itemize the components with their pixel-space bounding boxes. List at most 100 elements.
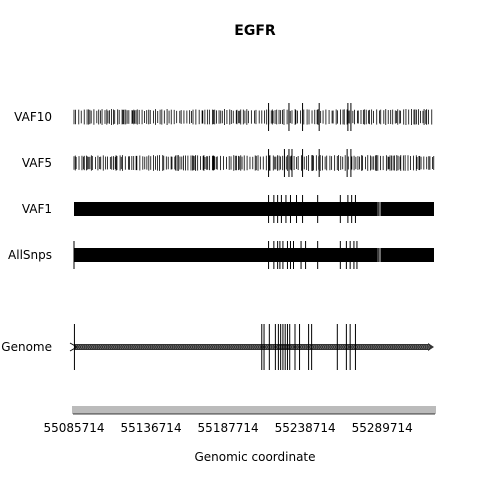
strand-chevron: [128, 344, 131, 350]
strand-chevron: [146, 344, 149, 350]
strand-chevron: [174, 344, 177, 350]
strand-chevron: [190, 344, 193, 350]
chart-title: EGFR: [234, 23, 276, 39]
strand-chevron: [408, 344, 410, 350]
strand-chevron: [383, 344, 386, 350]
strand-chevron: [410, 344, 413, 350]
strand-chevron: [423, 344, 426, 350]
strand-chevron: [161, 344, 164, 350]
strand-chevron: [337, 344, 340, 350]
strand-chevron: [188, 344, 190, 350]
strand-chevron: [267, 344, 270, 350]
strand-chevron: [425, 344, 428, 350]
strand-chevron: [155, 344, 157, 350]
strand-chevron: [104, 344, 107, 350]
track-allsnps: AllSnps: [8, 241, 434, 269]
x-tick-label: 55085714: [43, 421, 104, 435]
strand-chevron: [412, 344, 415, 350]
strand-chevron: [144, 344, 146, 350]
x-axis-label: Genomic coordinate: [194, 450, 315, 464]
strand-chevron: [269, 344, 272, 350]
strand-chevron: [218, 344, 221, 350]
gene-body: [74, 344, 430, 350]
strand-chevron: [370, 344, 373, 350]
strand-chevron: [390, 344, 393, 350]
genome-track: Genome: [1, 324, 434, 370]
strand-chevron: [401, 344, 404, 350]
strand-chevron: [214, 344, 217, 350]
gene-start-arrow: [69, 342, 79, 352]
gene-end-arrow: [428, 343, 434, 351]
strand-chevron: [247, 344, 250, 350]
strand-chevron: [139, 344, 142, 350]
track-vaf1: VAF1: [22, 195, 434, 223]
dense-variant-block: [74, 248, 434, 262]
strand-chevron: [210, 344, 212, 350]
strand-chevron: [207, 344, 210, 350]
strand-chevron: [102, 344, 105, 350]
strand-chevron: [159, 344, 162, 350]
strand-chevron: [221, 344, 223, 350]
strand-chevron: [375, 344, 377, 350]
strand-chevron: [93, 344, 96, 350]
strand-chevron: [353, 344, 355, 350]
strand-chevron: [223, 344, 226, 350]
strand-chevron: [113, 344, 116, 350]
strand-chevron: [368, 344, 371, 350]
strand-chevron: [427, 344, 430, 350]
strand-chevron: [203, 344, 206, 350]
strand-chevron: [89, 344, 91, 350]
strand-chevron: [243, 344, 245, 350]
strand-chevron: [168, 344, 171, 350]
strand-chevron: [166, 344, 168, 350]
strand-chevron: [392, 344, 395, 350]
strand-chevron: [271, 344, 274, 350]
strand-chevron: [148, 344, 151, 350]
strand-chevron: [78, 344, 80, 350]
strand-chevron: [397, 344, 399, 350]
strand-chevron: [86, 344, 89, 350]
strand-chevron: [181, 344, 184, 350]
strand-chevron: [115, 344, 118, 350]
strand-chevron: [346, 344, 349, 350]
strand-chevron: [405, 344, 408, 350]
strand-chevron: [111, 344, 113, 350]
strand-chevron: [414, 344, 417, 350]
strand-chevron: [342, 344, 344, 350]
strand-chevron: [419, 344, 421, 350]
strand-chevron: [359, 344, 362, 350]
strand-chevron: [91, 344, 94, 350]
strand-chevron: [333, 344, 336, 350]
strand-chevron: [350, 344, 353, 350]
strand-chevron: [256, 344, 259, 350]
strand-chevron: [75, 344, 78, 350]
strand-chevron: [386, 344, 388, 350]
strand-chevron: [122, 344, 124, 350]
strand-chevron: [238, 344, 241, 350]
strand-chevron: [152, 344, 155, 350]
strand-chevron: [388, 344, 391, 350]
strand-chevron: [240, 344, 243, 350]
track-vaf10: VAF10: [14, 103, 433, 131]
strand-chevron: [124, 344, 127, 350]
x-axis: 55085714 55136714 55187714 55238714 55289714: [43, 406, 436, 435]
strand-chevron: [399, 344, 402, 350]
strand-chevron: [157, 344, 160, 350]
strand-chevron: [403, 344, 406, 350]
strand-chevron: [320, 344, 322, 350]
strand-chevron: [194, 344, 197, 350]
strand-chevron: [366, 344, 369, 350]
strand-chevron: [322, 344, 325, 350]
strand-chevron: [245, 344, 248, 350]
strand-chevron: [196, 344, 199, 350]
strand-chevron: [108, 344, 111, 350]
x-tick-label: 55187714: [198, 421, 259, 435]
track-vaf5: VAF5: [22, 149, 435, 177]
track-label: VAF10: [14, 110, 52, 124]
strand-chevron: [179, 344, 182, 350]
strand-chevron: [119, 344, 122, 350]
strand-chevron: [133, 344, 135, 350]
strand-chevron: [328, 344, 331, 350]
strand-chevron: [106, 344, 109, 350]
